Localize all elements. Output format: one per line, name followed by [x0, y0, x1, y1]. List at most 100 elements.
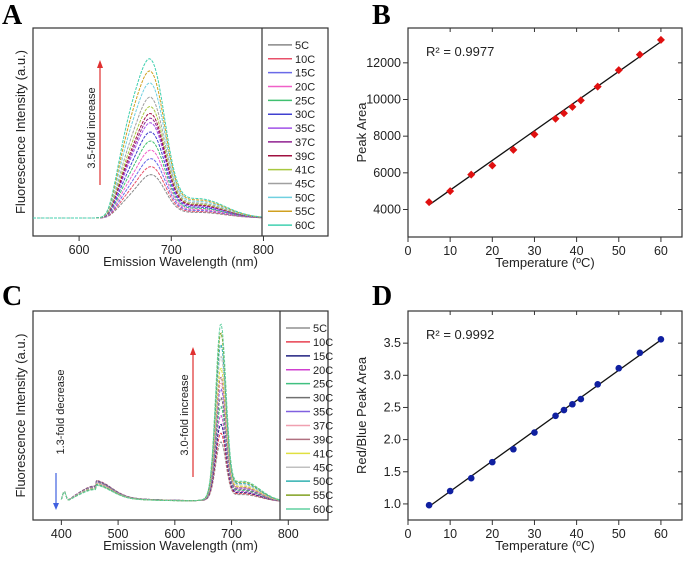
a-arrow-up-icon: [97, 60, 103, 68]
b-y-tick-label: 12000: [366, 56, 401, 70]
b-x-tick-label: 0: [405, 244, 412, 258]
b-data-point: [635, 50, 644, 59]
a-series-41C: [33, 106, 262, 219]
panel-label-a: A: [2, 0, 23, 31]
d-r-squared: R² = 0.9992: [426, 327, 494, 342]
b-data-point: [509, 145, 518, 154]
c-x-tick-label: 600: [164, 527, 185, 541]
d-data-point: [560, 406, 568, 414]
a-legend-label: 45C: [295, 179, 315, 191]
a-legend-label: 41C: [295, 165, 315, 177]
c-arrow-down-icon: [53, 503, 59, 510]
a-x-tick-label: 600: [69, 243, 90, 257]
d-fit-line: [428, 339, 662, 508]
d-y-tick-label: 1.0: [384, 497, 401, 511]
d-data-point: [552, 412, 559, 420]
a-series-35C: [33, 122, 262, 219]
c-legend-label: 37C: [313, 420, 333, 432]
c-x-tick-label: 800: [278, 527, 299, 541]
b-fit-line: [428, 41, 662, 206]
b-y-tick-label: 8000: [373, 129, 401, 143]
c-series-35C: [60, 388, 280, 502]
b-x-tick-label: 60: [654, 244, 668, 258]
a-legend-label: 35C: [295, 123, 315, 135]
a-annotation: 3.5-fold increase: [86, 87, 98, 168]
a-x-tick-label: 800: [253, 243, 274, 257]
d-data-point: [594, 381, 601, 388]
b-data-point: [568, 102, 577, 111]
b-data-point: [530, 130, 539, 139]
c-legend-label: 5C: [313, 323, 327, 335]
a-legend-label: 37C: [295, 137, 315, 149]
d-y-tick-label: 1.5: [384, 465, 401, 479]
d-y-tick-label: 2.5: [384, 400, 401, 414]
a-legend-label: 30C: [295, 109, 315, 121]
c-series-50C: [60, 344, 280, 502]
d-data-point: [636, 349, 644, 357]
a-legend-label: 55C: [295, 206, 315, 218]
d-x-tick-label: 10: [443, 527, 457, 541]
d-x-tick-label: 40: [570, 527, 584, 541]
b-x-tick-label: 10: [443, 244, 457, 258]
panel-label-d: D: [372, 281, 392, 312]
c-legend-label: 15C: [313, 351, 333, 363]
a-series-25C: [33, 140, 262, 219]
d-x-tick-label: 50: [612, 527, 626, 541]
a-x-axis-label: Emission Wavelength (nm): [103, 254, 258, 269]
d-y-tick-label: 3.0: [384, 368, 401, 382]
c-legend-label: 35C: [313, 407, 333, 419]
c-legend-label: 55C: [313, 490, 333, 502]
c-legend-label: 39C: [313, 434, 333, 446]
d-data-point: [657, 335, 665, 343]
c-legend-label: 41C: [313, 448, 333, 460]
a-legend-label: 60C: [295, 220, 315, 232]
d-y-axis-label: Red/Blue Peak Area: [354, 356, 369, 474]
b-r-squared: R² = 0.9977: [426, 44, 494, 59]
a-series-60C: [33, 58, 262, 219]
c-x-tick-label: 700: [221, 527, 242, 541]
a-series-45C: [33, 96, 262, 219]
c-series-39C: [60, 376, 280, 502]
c-legend-label: 25C: [313, 379, 333, 391]
a-series-39C: [33, 113, 262, 219]
d-plot-frame: [407, 310, 683, 521]
a-legend-label: 10C: [295, 54, 315, 66]
d-data-point: [569, 400, 576, 408]
c-legend-label: 60C: [313, 504, 333, 516]
c-annotation-decrease: 1.3-fold decrease: [55, 370, 67, 455]
c-legend-label: 10C: [313, 337, 333, 349]
c-series-60C: [60, 323, 280, 502]
c-series-37C: [60, 382, 280, 502]
c-x-tick-label: 400: [51, 527, 72, 541]
b-data-point: [446, 187, 455, 196]
a-series-37C: [33, 117, 262, 219]
d-data-point: [446, 487, 454, 495]
b-data-point: [559, 109, 568, 118]
c-plot-frame: [32, 310, 329, 521]
c-legend-label: 45C: [313, 462, 333, 474]
b-y-tick-label: 4000: [373, 203, 401, 217]
b-data-point: [551, 114, 560, 123]
d-x-tick-label: 0: [405, 527, 412, 541]
b-data-point: [593, 82, 602, 91]
d-data-point: [489, 458, 496, 466]
a-legend-label: 25C: [295, 95, 315, 107]
b-x-axis-label: Temperature (ºC): [495, 255, 594, 270]
b-data-point: [467, 170, 476, 179]
c-series-group: [60, 323, 280, 502]
b-x-tick-label: 20: [485, 244, 499, 258]
b-y-axis-label: Peak Area: [354, 102, 369, 163]
panel-label-c: C: [2, 281, 22, 312]
d-data-point: [425, 501, 433, 509]
b-data-point: [656, 35, 665, 44]
b-data-point: [488, 161, 497, 170]
c-legend-label: 30C: [313, 393, 333, 405]
a-legend-label: 39C: [295, 151, 315, 163]
a-series-group: [33, 58, 262, 219]
d-data-point: [615, 364, 623, 372]
c-series-41C: [60, 367, 280, 502]
a-series-55C: [33, 70, 262, 219]
panel-label-b: B: [372, 0, 391, 31]
a-y-axis-label: Fluorescence Intensity (a.u.): [13, 50, 28, 214]
